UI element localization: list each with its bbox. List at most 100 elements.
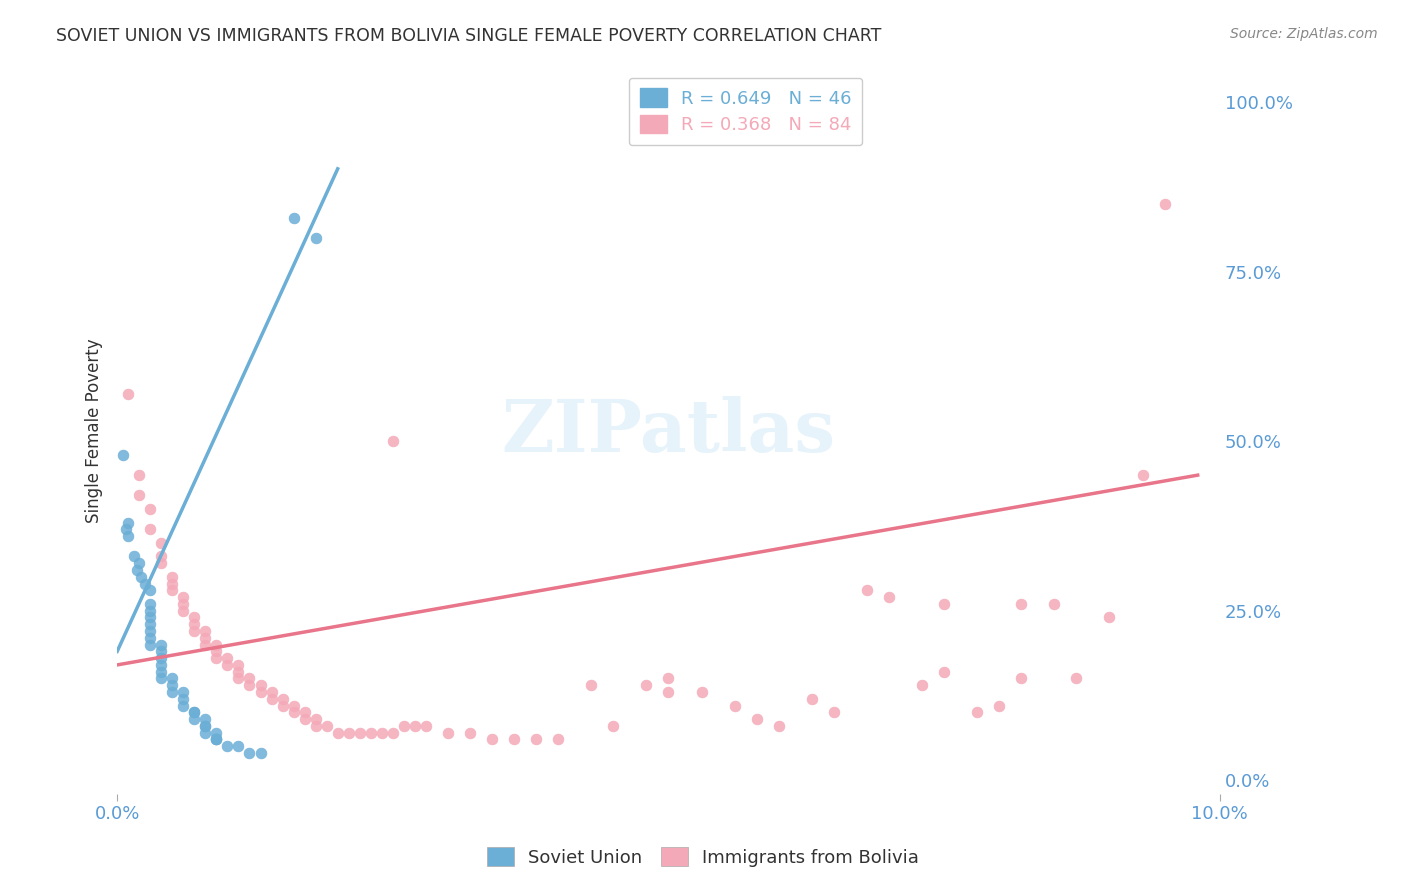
Soviet Union <box>205 732 228 747</box>
Soviet Union <box>172 698 194 713</box>
Soviet Union <box>139 638 162 652</box>
Soviet Union <box>194 719 217 733</box>
Soviet Union <box>150 665 173 679</box>
Immigrants from Bolivia <box>1010 597 1032 611</box>
Soviet Union <box>194 719 217 733</box>
Soviet Union <box>150 657 173 672</box>
Soviet Union <box>194 712 217 726</box>
Immigrants from Bolivia <box>657 685 679 699</box>
Soviet Union <box>111 448 134 462</box>
Immigrants from Bolivia <box>271 698 294 713</box>
Immigrants from Bolivia <box>238 678 260 692</box>
Soviet Union <box>172 691 194 706</box>
Soviet Union <box>150 651 173 665</box>
Immigrants from Bolivia <box>1132 468 1154 483</box>
Soviet Union <box>304 231 326 245</box>
Immigrants from Bolivia <box>150 549 173 564</box>
Y-axis label: Single Female Poverty: Single Female Poverty <box>86 339 103 524</box>
Legend: R = 0.649   N = 46, R = 0.368   N = 84: R = 0.649 N = 46, R = 0.368 N = 84 <box>628 78 862 145</box>
Immigrants from Bolivia <box>371 725 394 739</box>
Immigrants from Bolivia <box>481 732 503 747</box>
Immigrants from Bolivia <box>690 685 713 699</box>
Immigrants from Bolivia <box>1010 672 1032 686</box>
Immigrants from Bolivia <box>823 706 845 720</box>
Immigrants from Bolivia <box>162 570 184 584</box>
Immigrants from Bolivia <box>194 631 217 645</box>
Immigrants from Bolivia <box>271 691 294 706</box>
Soviet Union <box>139 610 162 624</box>
Immigrants from Bolivia <box>856 583 879 598</box>
Soviet Union <box>139 583 162 598</box>
Soviet Union <box>172 685 194 699</box>
Immigrants from Bolivia <box>294 706 316 720</box>
Immigrants from Bolivia <box>360 725 382 739</box>
Immigrants from Bolivia <box>249 685 271 699</box>
Immigrants from Bolivia <box>745 712 768 726</box>
Soviet Union <box>183 706 205 720</box>
Immigrants from Bolivia <box>911 678 934 692</box>
Immigrants from Bolivia <box>415 719 437 733</box>
Immigrants from Bolivia <box>150 536 173 550</box>
Soviet Union <box>122 549 145 564</box>
Immigrants from Bolivia <box>381 725 404 739</box>
Soviet Union <box>139 617 162 632</box>
Soviet Union <box>125 563 148 577</box>
Immigrants from Bolivia <box>768 719 790 733</box>
Immigrants from Bolivia <box>139 502 162 516</box>
Immigrants from Bolivia <box>238 672 260 686</box>
Immigrants from Bolivia <box>194 638 217 652</box>
Immigrants from Bolivia <box>183 617 205 632</box>
Immigrants from Bolivia <box>172 597 194 611</box>
Immigrants from Bolivia <box>162 583 184 598</box>
Immigrants from Bolivia <box>800 691 823 706</box>
Immigrants from Bolivia <box>162 576 184 591</box>
Immigrants from Bolivia <box>172 604 194 618</box>
Immigrants from Bolivia <box>283 698 305 713</box>
Immigrants from Bolivia <box>966 706 988 720</box>
Immigrants from Bolivia <box>524 732 547 747</box>
Immigrants from Bolivia <box>260 691 283 706</box>
Immigrants from Bolivia <box>404 719 426 733</box>
Immigrants from Bolivia <box>932 597 955 611</box>
Immigrants from Bolivia <box>304 712 326 726</box>
Immigrants from Bolivia <box>283 706 305 720</box>
Immigrants from Bolivia <box>117 387 139 401</box>
Legend: Soviet Union, Immigrants from Bolivia: Soviet Union, Immigrants from Bolivia <box>479 840 927 874</box>
Soviet Union <box>205 732 228 747</box>
Immigrants from Bolivia <box>294 712 316 726</box>
Soviet Union <box>139 604 162 618</box>
Soviet Union <box>117 529 139 543</box>
Immigrants from Bolivia <box>150 556 173 570</box>
Soviet Union <box>150 644 173 658</box>
Soviet Union <box>249 746 271 760</box>
Immigrants from Bolivia <box>1098 610 1121 624</box>
Soviet Union <box>228 739 250 754</box>
Soviet Union <box>183 712 205 726</box>
Immigrants from Bolivia <box>437 725 460 739</box>
Immigrants from Bolivia <box>205 644 228 658</box>
Immigrants from Bolivia <box>228 665 250 679</box>
Soviet Union <box>117 516 139 530</box>
Immigrants from Bolivia <box>217 651 239 665</box>
Soviet Union <box>139 624 162 638</box>
Immigrants from Bolivia <box>260 685 283 699</box>
Immigrants from Bolivia <box>503 732 526 747</box>
Immigrants from Bolivia <box>128 488 150 502</box>
Soviet Union <box>128 556 150 570</box>
Immigrants from Bolivia <box>183 610 205 624</box>
Immigrants from Bolivia <box>932 665 955 679</box>
Immigrants from Bolivia <box>602 719 624 733</box>
Immigrants from Bolivia <box>337 725 360 739</box>
Soviet Union <box>162 678 184 692</box>
Immigrants from Bolivia <box>205 651 228 665</box>
Immigrants from Bolivia <box>205 638 228 652</box>
Soviet Union <box>162 672 184 686</box>
Soviet Union <box>183 706 205 720</box>
Soviet Union <box>139 631 162 645</box>
Soviet Union <box>139 597 162 611</box>
Immigrants from Bolivia <box>392 719 415 733</box>
Soviet Union <box>131 570 153 584</box>
Soviet Union <box>238 746 260 760</box>
Immigrants from Bolivia <box>228 672 250 686</box>
Immigrants from Bolivia <box>458 725 481 739</box>
